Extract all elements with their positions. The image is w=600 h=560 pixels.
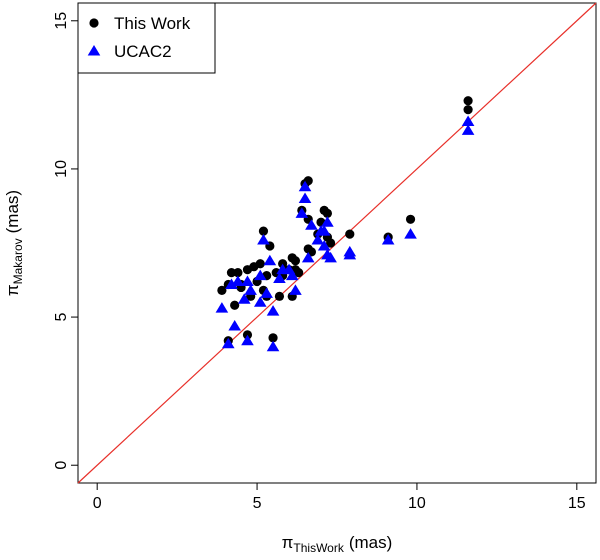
point-ucac2: [273, 272, 286, 284]
legend-box: [77, 2, 216, 74]
point-this-work: [326, 238, 336, 248]
point-ucac2: [244, 284, 257, 295]
point-ucac2: [253, 296, 267, 307]
y-axis: 0 5 10 15: [53, 12, 78, 470]
x-axis: 0 5 10 15: [93, 483, 586, 512]
point-ucac2: [317, 225, 331, 236]
point-ucac2: [225, 278, 238, 289]
point-this-work: [255, 259, 265, 269]
point-ucac2: [241, 275, 254, 287]
point-ucac2: [381, 234, 395, 245]
point-this-work: [290, 256, 301, 266]
point-ucac2: [228, 319, 241, 331]
plot-frame: [77, 2, 597, 484]
x-tick-label: 15: [568, 495, 586, 512]
legend: This Work UCAC2: [77, 2, 216, 74]
point-ucac2: [257, 234, 270, 245]
point-this-work: [463, 105, 473, 115]
point-ucac2: [404, 228, 417, 239]
point-this-work: [233, 268, 243, 278]
point-ucac2: [260, 287, 273, 298]
point-ucac2: [266, 305, 280, 316]
point-ucac2: [461, 115, 475, 127]
x-tick-label: 0: [93, 495, 102, 512]
y-tick-label: 0: [53, 461, 70, 470]
point-ucac2: [237, 293, 251, 304]
point-ucac2: [289, 284, 302, 295]
point-ucac2: [231, 275, 245, 287]
point-ucac2: [305, 219, 318, 230]
x-axis-label: πThisWork (mas): [282, 533, 393, 555]
point-ucac2: [324, 251, 337, 263]
point-ucac2: [317, 239, 331, 251]
point-ucac2: [321, 216, 334, 227]
point-this-work: [463, 96, 473, 106]
legend-label: This Work: [114, 14, 191, 33]
point-ucac2: [311, 234, 325, 245]
point-this-work: [226, 268, 237, 278]
y-tick-label: 15: [53, 12, 70, 30]
point-ucac2: [241, 334, 254, 346]
y-axis-label: πMakarov(mas): [3, 190, 25, 296]
point-ucac2: [298, 192, 312, 204]
point-this-work: [322, 208, 333, 218]
point-ucac2: [253, 269, 267, 281]
x-tick-label: 5: [253, 495, 262, 512]
point-this-work: [345, 229, 355, 239]
legend-marker-ucac2: [87, 45, 101, 56]
legend-marker-this-work: [89, 18, 99, 28]
point-ucac2: [215, 302, 229, 313]
point-this-work: [258, 226, 269, 236]
point-ucac2: [301, 251, 315, 263]
point-ucac2: [266, 340, 280, 352]
point-ucac2: [221, 337, 235, 349]
data-points: [215, 96, 475, 352]
point-this-work: [268, 333, 278, 343]
point-ucac2: [461, 124, 475, 135]
point-this-work: [294, 268, 304, 278]
legend-label: UCAC2: [114, 42, 172, 61]
identity-reference-line: [77, 2, 597, 484]
point-ucac2: [263, 254, 277, 266]
y-tick-label: 10: [53, 160, 70, 178]
point-ucac2: [285, 269, 299, 281]
y-tick-label: 5: [53, 313, 70, 322]
point-ucac2: [298, 180, 312, 192]
point-ucac2: [343, 245, 357, 257]
point-this-work: [274, 291, 285, 301]
x-tick-label: 10: [408, 495, 426, 512]
point-ucac2: [295, 207, 309, 218]
point-this-work: [217, 285, 227, 296]
point-this-work: [230, 300, 240, 310]
point-this-work: [405, 214, 416, 224]
